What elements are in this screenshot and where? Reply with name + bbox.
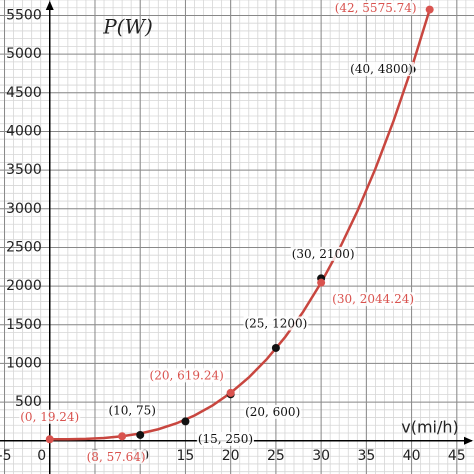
point [425,5,434,14]
point-label: (20, 619.24) [150,368,224,382]
point [271,343,280,352]
point-label: (10, 75) [108,403,156,417]
y-tick-label: 3000 [6,201,42,217]
label-background [349,62,414,77]
y-tick-label: 5000 [6,46,42,62]
point-label: (0, 19.24) [20,410,79,424]
label-background [244,404,302,419]
label-background [331,292,416,307]
label-background [107,403,157,418]
point [317,278,326,287]
x-tick-label: 40 [403,448,421,464]
label-background [148,368,225,383]
label-background [85,449,147,464]
point [136,430,145,439]
y-tick-label: 4000 [6,123,42,139]
x-tick-label: 20 [222,448,240,464]
x-tick-label: 45 [448,448,466,464]
label-background [196,431,255,446]
point-label: (20, 600) [245,405,300,419]
chart-title: P(W) [102,15,153,39]
point [45,435,54,444]
y-tick-label: 5500 [6,7,42,23]
y-tick-label: 500 [15,394,42,410]
label-background [290,246,356,261]
label-background [243,316,309,331]
x-tick-label: 15 [177,448,195,464]
x-tick-label: 25 [267,448,285,464]
point-label: (30, 2100) [292,247,355,261]
point [226,388,235,397]
point [118,432,127,441]
y-tick-label: 1000 [6,355,42,371]
point [181,417,190,426]
x-axis-label: v(mi/h) [401,418,459,437]
point-label: (30, 2044.24) [332,292,414,306]
point-label: (25, 1200) [244,316,307,330]
y-tick-label: 2500 [6,239,42,255]
x-tick-label: -5 [0,448,12,464]
x-tick-label: 0 [37,448,46,464]
y-axis-arrow [45,1,54,10]
y-tick-label: 3500 [6,162,42,178]
y-tick-label: 4500 [6,85,42,101]
curve [49,9,431,441]
y-tick-label: 2000 [6,278,42,294]
label-background [19,409,81,424]
point-label: (40, 4800) [350,62,413,76]
label-background [333,1,418,16]
point-label: (42, 5575.74) [335,1,417,15]
point-label: (8, 57.64) [87,450,146,464]
x-tick-label: 35 [357,448,375,464]
point-label: (15, 250) [198,432,253,446]
x-axis-arrow [464,436,473,445]
x-tick-label: 30 [312,448,330,464]
y-tick-label: 1500 [6,317,42,333]
